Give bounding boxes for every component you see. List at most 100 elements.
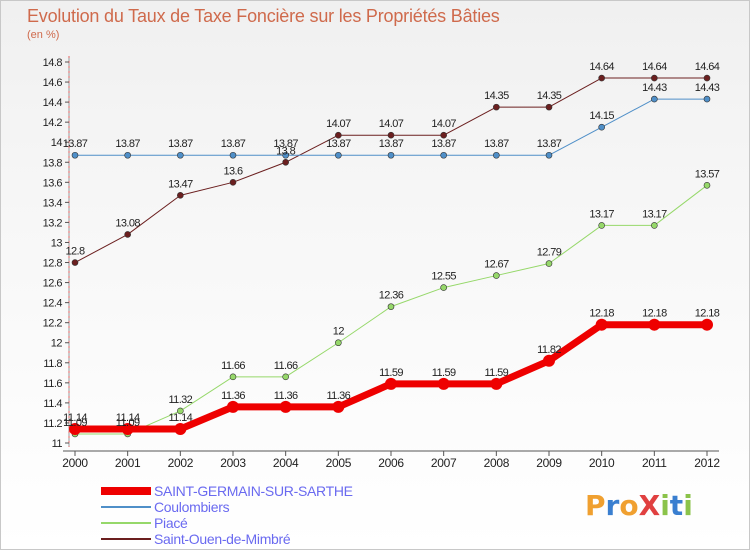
y-tick-label: 11 [52, 438, 63, 450]
data-label: 11.36 [221, 390, 245, 402]
data-label: 12.55 [431, 271, 456, 283]
data-label: 14.07 [431, 118, 456, 130]
data-label: 13.87 [63, 138, 88, 150]
data-label: 11.32 [168, 394, 192, 406]
logo-letter: t [669, 489, 684, 522]
logo-letter: r [605, 489, 620, 522]
data-label: 13.87 [379, 138, 404, 150]
data-label: 11.59 [432, 367, 456, 379]
data-label: 11.09 [63, 417, 87, 429]
data-point [177, 192, 184, 199]
data-point [227, 400, 239, 413]
data-label: 13.87 [168, 138, 193, 150]
y-tick-label: 13.4 [43, 197, 63, 209]
legend-swatch [101, 522, 151, 524]
data-label: 14.43 [642, 82, 667, 94]
data-label: 11.09 [116, 417, 140, 429]
data-label: 13.17 [642, 208, 667, 220]
y-tick-label: 13.8 [43, 157, 63, 169]
data-point [385, 377, 397, 390]
data-point [229, 179, 237, 186]
data-point [703, 95, 711, 103]
data-label: 14.35 [484, 90, 509, 102]
x-tick-label: 2008 [484, 456, 510, 470]
data-label: 11.59 [484, 367, 508, 379]
x-tick-label: 2000 [62, 456, 88, 470]
x-tick-label: 2010 [589, 456, 615, 470]
data-point [545, 151, 553, 159]
data-label: 12 [333, 326, 345, 338]
x-tick-label: 2012 [694, 456, 720, 470]
legend-swatch [101, 487, 151, 495]
data-label: 11.14 [168, 412, 192, 424]
y-tick-label: 12.2 [43, 318, 63, 330]
data-point [71, 259, 79, 266]
y-tick-label: 12.8 [43, 258, 63, 270]
y-tick-label: 11.2 [43, 418, 62, 430]
y-tick-label: 12 [51, 338, 63, 350]
data-label: 13.87 [221, 138, 246, 150]
data-label: 13.87 [484, 138, 509, 150]
data-point [703, 182, 711, 189]
x-tick-label: 2004 [273, 456, 299, 470]
y-tick-label: 13 [51, 237, 63, 249]
y-tick-label: 11.4 [43, 398, 62, 410]
data-point [124, 151, 131, 159]
data-point [440, 131, 447, 139]
data-point [387, 151, 395, 159]
data-label: 13.87 [431, 138, 456, 150]
legend-label: Saint-Ouen-de-Mimbré [154, 531, 291, 547]
data-point [493, 103, 500, 111]
chart-axes: 1111.211.411.611.81212.212.412.612.81313… [43, 56, 721, 470]
data-label: 13.87 [326, 138, 351, 150]
data-label: 13.08 [115, 217, 140, 229]
data-point [177, 151, 184, 159]
data-label: 13.17 [589, 208, 614, 220]
data-point [387, 303, 395, 310]
data-point [437, 377, 450, 390]
x-tick-label: 2001 [115, 456, 141, 470]
chart-series [69, 74, 713, 438]
data-point [124, 231, 131, 238]
data-point [121, 422, 134, 435]
data-point [543, 354, 555, 367]
data-point [703, 74, 711, 82]
data-point [387, 131, 395, 139]
data-point [282, 151, 289, 159]
data-label: 13.8 [276, 145, 295, 157]
data-label: 14.15 [589, 110, 614, 122]
data-label: 13.57 [695, 168, 720, 180]
data-point [279, 400, 292, 413]
legend-swatch [101, 538, 151, 540]
x-tick-label: 2006 [378, 456, 404, 470]
chart-title: Evolution du Taux de Taxe Foncière sur l… [27, 6, 500, 26]
logo-letter: i [660, 489, 670, 522]
data-label: 11.82 [537, 344, 561, 356]
data-point [229, 151, 237, 159]
data-label: 12.36 [379, 290, 404, 302]
data-label: 12.8 [65, 246, 84, 258]
data-point [440, 151, 447, 159]
logo-letter: o [619, 489, 639, 522]
legend-label: Coulombiers [154, 499, 230, 515]
data-point [177, 407, 184, 415]
x-tick-label: 2009 [536, 456, 562, 470]
y-tick-label: 11.8 [43, 358, 62, 370]
y-tick-label: 14.4 [43, 97, 63, 109]
data-label: 14.35 [537, 90, 562, 102]
data-point [282, 373, 289, 381]
data-point [440, 284, 447, 291]
legend-label: SAINT-GERMAIN-SUR-SARTHE [154, 483, 353, 499]
data-point [335, 339, 342, 347]
y-tick-label: 13.2 [43, 217, 63, 229]
data-label: 11.14 [63, 412, 87, 424]
y-tick-label: 14.8 [43, 57, 63, 69]
logo-letter: P [585, 489, 606, 522]
chart-data-labels: 12.8 13.08 13.47 13.6 13.8 14.07 14.07 14.07 14.… [63, 61, 721, 429]
data-point [493, 272, 500, 279]
logo-letter: X [638, 489, 661, 522]
data-label: 12.79 [537, 247, 562, 259]
data-label: 14.64 [642, 61, 667, 73]
